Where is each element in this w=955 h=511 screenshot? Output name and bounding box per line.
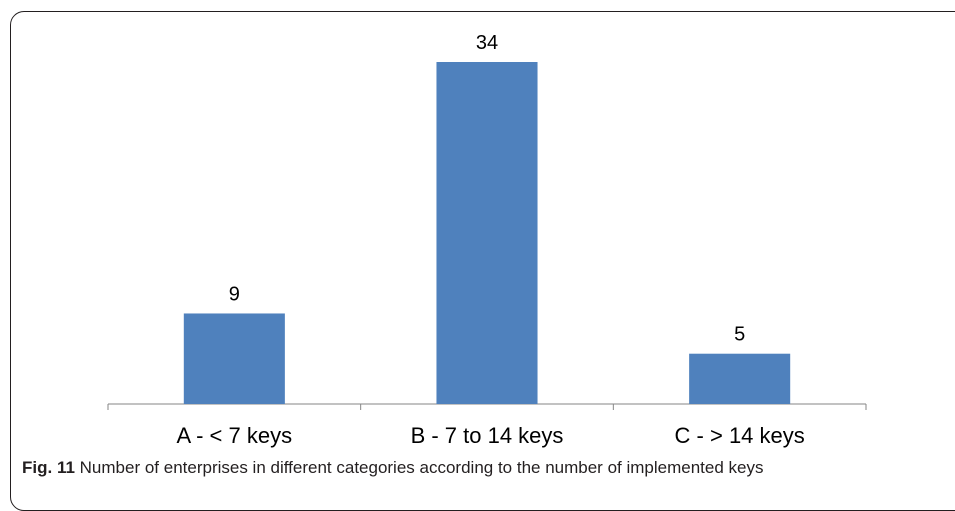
x-axis-ticks bbox=[107, 404, 867, 410]
caption-text: Number of enterprises in different categ… bbox=[79, 458, 764, 477]
data-label: 34 bbox=[476, 32, 498, 54]
x-tick-label: B - 7 to 14 keys bbox=[411, 423, 564, 448]
data-label: 5 bbox=[734, 324, 745, 346]
data-label: 9 bbox=[229, 283, 240, 305]
bar bbox=[183, 313, 285, 404]
figure-caption: Fig. 11 Number of enterprises in differe… bbox=[22, 458, 763, 478]
figure-frame: 9 34 5 A - < 7 keys B - 7 to 14 keys C - > 1… bbox=[10, 11, 955, 511]
x-tick-label: A - < 7 keys bbox=[177, 423, 293, 448]
bar bbox=[436, 62, 538, 404]
x-tick-label: C - > 14 keys bbox=[675, 423, 805, 448]
data-labels: 9 34 5 bbox=[229, 32, 745, 346]
bar bbox=[689, 353, 791, 404]
x-tick-labels: A - < 7 keys B - 7 to 14 keys C - > 14 key… bbox=[177, 423, 805, 448]
figure-number: Fig. 11 bbox=[22, 458, 75, 477]
bar-chart: 9 34 5 A - < 7 keys B - 7 to 14 keys C - > 1… bbox=[107, 32, 867, 448]
bars bbox=[183, 62, 791, 404]
